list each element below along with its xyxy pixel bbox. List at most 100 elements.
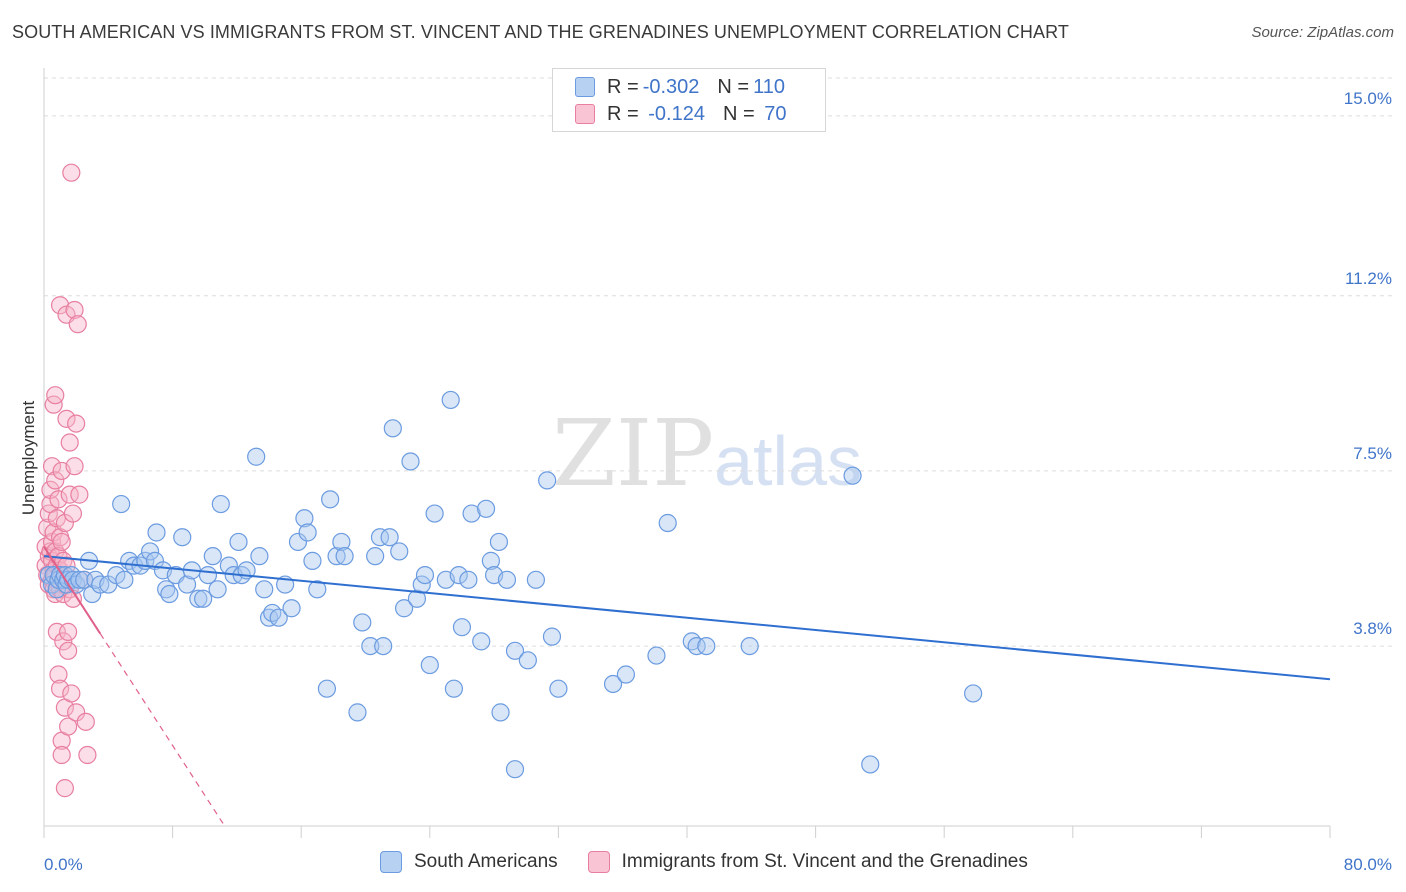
south-americans-point-38 [194,589,213,608]
st-vincent-point-17 [44,395,63,414]
x-tick-label-1: 80.0% [1344,855,1392,874]
y-axis-label: Unemployment [19,401,38,516]
st-vincent-point-65 [68,315,87,334]
south-americans-point-102 [549,679,568,698]
st-vincent-point-13 [42,457,62,476]
south-americans-point-27 [140,542,160,561]
south-americans-point-58 [298,523,317,542]
r-value: -0.302 [642,75,700,98]
south-americans-point-101 [542,627,562,646]
x-axis-ticks: 0.0% 80.0% [44,855,1392,874]
st-vincent-point-69 [78,745,97,765]
n-value: 70 [758,102,787,125]
legend-item-south-americans[interactable]: South Americans [380,851,558,873]
legend-swatch-st-vincent [587,851,610,873]
st-vincent-point-35 [50,296,70,315]
south-americans-point-94 [491,703,510,722]
south-americans-point-86 [452,618,472,637]
st-vincent-point-29 [49,490,68,509]
chart-title: SOUTH AMERICAN VS IMMIGRANTS FROM ST. VI… [12,22,1069,42]
st-vincent-point-66 [70,485,89,504]
south-americans-point-100 [538,471,557,490]
legend-swatch-south-americans [380,851,402,873]
south-americans-point-80 [420,655,439,675]
south-americans-point-103 [603,674,623,694]
st-vincent-point-37 [52,532,71,552]
stats-legend-row-st-vincent: R = -0.124 N = 70 [575,101,786,127]
south-americans-point-84 [444,679,464,698]
south-americans-point-88 [462,504,481,523]
south-americans-point-73 [383,419,402,438]
south-americans-point-13 [70,570,89,589]
south-americans-point-62 [321,490,340,509]
st-vincent-point-40 [52,745,71,765]
south-americans-point-110 [740,637,759,656]
trendline-st-vincent-solid [43,546,102,635]
st-vincent-point-63 [67,414,86,433]
st-vincent-point-34 [50,679,70,698]
south-americans-point-72 [380,528,399,547]
south-americans-point-68 [361,637,380,656]
south-americans-point-111 [843,466,862,485]
plot-grid [44,77,1392,647]
trendline-st-vincent-dashed [99,633,226,827]
swatch-st-vincent [575,104,595,124]
south-americans-point-79 [415,565,435,585]
chart-source: Source: ZipAtlas.com [1251,24,1394,41]
south-americans-point-67 [353,613,372,632]
r-value: -0.124 [642,102,705,125]
st-vincent-point-60 [63,504,83,523]
trend-lines [43,546,1331,827]
south-americans-point-59 [303,551,322,570]
st-vincent-point-61 [65,457,84,476]
st-vincent-point-62 [65,300,84,320]
st-vincent-point-49 [57,409,76,428]
legend-label-st-vincent: Immigrants from St. Vincent and the Gren… [621,851,1028,872]
south-americans-point-57 [295,509,314,528]
south-americans-point-69 [366,547,385,566]
south-americans-point-112 [861,755,880,774]
series-legend: South Americans Immigrants from St. Vinc… [380,851,1058,873]
watermark-atlas: atlas [714,422,863,500]
y-tick-label-0: 3.8% [1353,619,1392,638]
south-americans-point-55 [282,599,301,618]
south-americans-point-77 [407,589,427,608]
n-label: N = [717,75,750,98]
south-americans-point-105 [647,646,666,665]
south-americans-point-48 [247,447,266,466]
st-vincent-point-30 [49,665,68,684]
south-americans-point-56 [288,532,308,552]
south-americans-point-32 [160,584,179,604]
south-americans-point-61 [317,679,337,698]
y-tick-label-3: 15.0% [1344,89,1392,108]
st-vincent-point-56 [60,433,79,452]
series-south-americans-points [39,390,983,779]
south-americans-point-65 [335,547,354,566]
n-label: N = [722,102,755,125]
south-americans-point-109 [697,637,716,656]
stats-legend-row-south-americans: R = -0.302 N = 110 [575,74,785,100]
south-americans-point-93 [489,532,509,552]
r-label: R = [607,102,639,125]
legend-label-south-americans: South Americans [414,851,558,872]
south-americans-point-106 [658,513,677,533]
st-vincent-point-68 [76,712,95,731]
south-americans-point-70 [370,528,390,547]
n-value: 110 [753,75,785,98]
st-vincent-point-53 [59,717,78,736]
south-americans-point-98 [518,651,537,670]
south-americans-point-99 [526,570,545,589]
south-americans-point-108 [687,637,706,656]
south-americans-point-35 [177,575,197,594]
south-americans-point-91 [481,551,500,570]
south-americans-point-71 [374,637,393,656]
st-vincent-point-55 [60,485,79,504]
x-tick-label-0: 0.0% [44,855,83,874]
south-americans-point-89 [472,632,491,651]
y-axis-ticks: 3.8% 7.5% 11.2% 15.0% [1344,89,1392,638]
trendline-south-americans [43,555,1331,681]
south-americans-point-50 [255,580,274,599]
south-americans-point-95 [497,570,517,589]
legend-item-st-vincent[interactable]: Immigrants from St. Vincent and the Gren… [587,851,1028,873]
